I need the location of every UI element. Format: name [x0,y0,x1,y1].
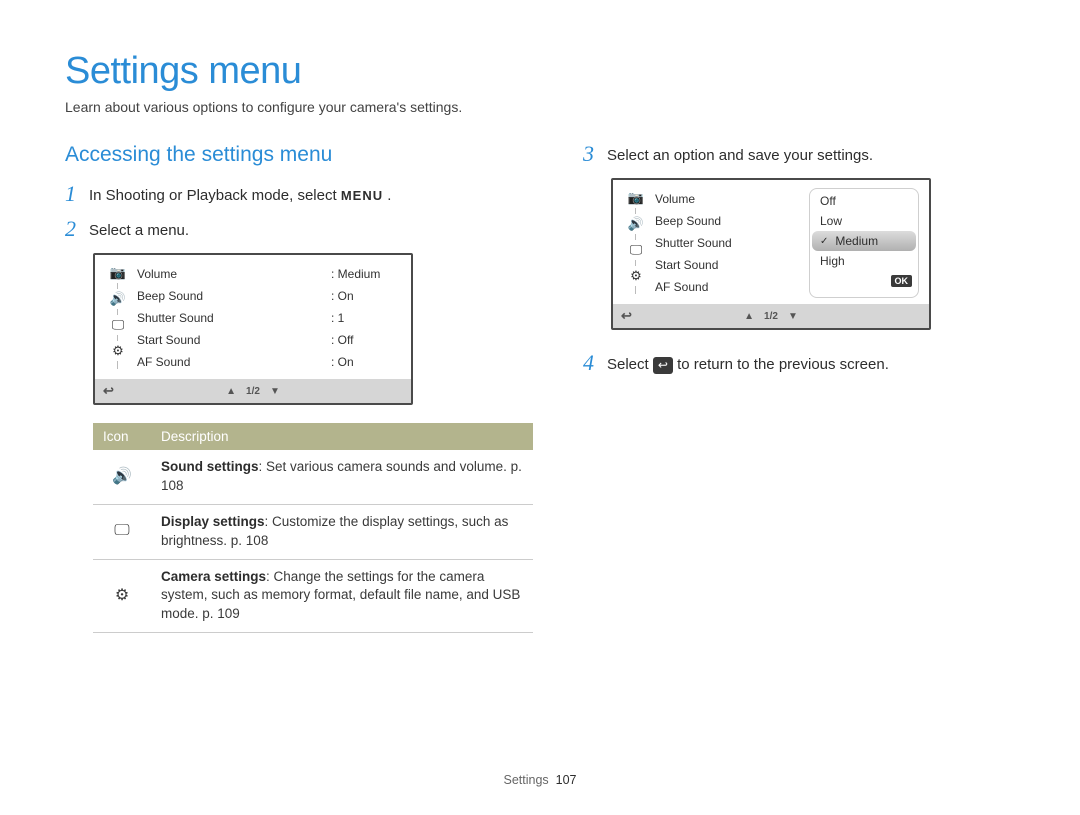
option-off: Off [812,191,916,211]
step-number: 4 [583,352,597,374]
chevron-up-icon: ▲ [744,311,754,322]
row-value: : On [331,355,401,369]
right-column: 3 Select an option and save your setting… [583,143,1020,633]
step-number: 2 [65,218,79,240]
row-value: : On [331,289,401,303]
row-label: Shutter Sound [137,311,331,325]
option-list: Off Low Medium High OK [809,188,919,298]
step-4: 4 Select ↩ to return to the previous scr… [583,352,1020,375]
page-indicator: 1/2 [246,386,260,397]
back-icon: ↩ [621,308,632,324]
table-header-desc: Description [151,423,533,450]
sidebar-icons: 📷 🔊 🖵 ⚙ [623,188,649,298]
step-text: Select a menu. [89,218,189,241]
left-column: Accessing the settings menu 1 In Shootin… [65,143,533,633]
page-indicator: 1/2 [764,311,778,322]
ok-button: OK [891,275,913,287]
step-number: 1 [65,183,79,205]
return-icon: ↩ [653,357,673,374]
option-label: Medium [835,234,878,248]
row-label: Start Sound [137,333,331,347]
step-text: In Shooting or Playback mode, select MEN… [89,183,391,206]
settings-row: Start Sound: Off [137,329,401,351]
table-row: 🔊 Sound settings: Set various camera sou… [93,450,533,504]
display-icon: 🖵 [626,240,646,260]
page-title: Settings menu [65,50,1020,93]
option-label: Off [820,194,836,208]
step-1: 1 In Shooting or Playback mode, select M… [65,183,533,206]
camera-screen-options: 📷 🔊 🖵 ⚙ Volume Beep Sound Shutter Sound … [611,178,931,330]
sound-icon: 🔊 [626,214,646,234]
table-row: 🖵 Display settings: Customize the displa… [93,504,533,559]
page-footer: Settings 107 [0,773,1080,787]
step-1-text-after: . [387,187,391,204]
camera-screen-menu: 📷 🔊 🖵 ⚙ Volume: Medium Beep Sound: On Sh… [93,253,413,405]
row-value: : 1 [331,311,401,325]
settings-row: Start Sound [655,254,803,276]
row-label: Volume [655,192,803,206]
step-4-text-before: Select [607,356,653,373]
sound-icon: 🔊 [108,289,128,309]
row-value: : Medium [331,267,401,281]
display-icon: 🖵 [108,315,128,335]
row-label: Beep Sound [655,214,803,228]
camera-icon: 📷 [626,188,646,208]
row-label: Beep Sound [137,289,331,303]
step-3: 3 Select an option and save your setting… [583,143,1020,166]
chevron-up-icon: ▲ [226,386,236,397]
row-label: AF Sound [137,355,331,369]
settings-row: Beep Sound: On [137,285,401,307]
back-icon: ↩ [103,383,114,399]
step-4-text-after: to return to the previous screen. [677,356,889,373]
option-label: High [820,254,845,268]
settings-row: Beep Sound [655,210,803,232]
row-title: Camera settings [161,569,266,584]
option-label: Low [820,214,842,228]
settings-row: AF Sound: On [137,351,401,373]
page-subtitle: Learn about various options to configure… [65,99,1020,115]
footer-page-number: 107 [556,773,577,787]
option-medium: Medium [812,231,916,251]
settings-row: Volume [655,188,803,210]
step-1-text-before: In Shooting or Playback mode, select [89,187,341,204]
step-2: 2 Select a menu. [65,218,533,241]
table-row: ⚙ Camera settings: Change the settings f… [93,559,533,633]
step-text: Select an option and save your settings. [607,143,873,166]
screen-footer: ↩ ▲ 1/2 ▼ [95,379,411,403]
gear-icon: ⚙ [93,559,151,633]
settings-row: AF Sound [655,276,803,298]
step-number: 3 [583,143,597,165]
row-value: : Off [331,333,401,347]
footer-section: Settings [504,773,549,787]
gear-icon: ⚙ [626,266,646,286]
option-high: High [812,251,916,271]
row-label: Start Sound [655,258,803,272]
camera-icon: 📷 [108,263,128,283]
row-title: Display settings [161,514,265,529]
screen-footer: ↩ ▲ 1/2 ▼ [613,304,929,328]
row-title: Sound settings [161,459,259,474]
menu-icon: MENU [341,188,383,203]
sidebar-icons: 📷 🔊 🖵 ⚙ [105,263,131,373]
chevron-down-icon: ▼ [270,386,280,397]
table-header-icon: Icon [93,423,151,450]
gear-icon: ⚙ [108,341,128,361]
sound-icon: 🔊 [93,450,151,504]
settings-row: Shutter Sound: 1 [137,307,401,329]
option-low: Low [812,211,916,231]
settings-row: Shutter Sound [655,232,803,254]
display-icon: 🖵 [93,504,151,559]
row-label: AF Sound [655,280,803,294]
row-label: Shutter Sound [655,236,803,250]
icon-description-table: Icon Description 🔊 Sound settings: Set v… [93,423,533,633]
step-text: Select ↩ to return to the previous scree… [607,352,889,375]
settings-row: Volume: Medium [137,263,401,285]
row-label: Volume [137,267,331,281]
chevron-down-icon: ▼ [788,311,798,322]
section-heading: Accessing the settings menu [65,143,533,167]
